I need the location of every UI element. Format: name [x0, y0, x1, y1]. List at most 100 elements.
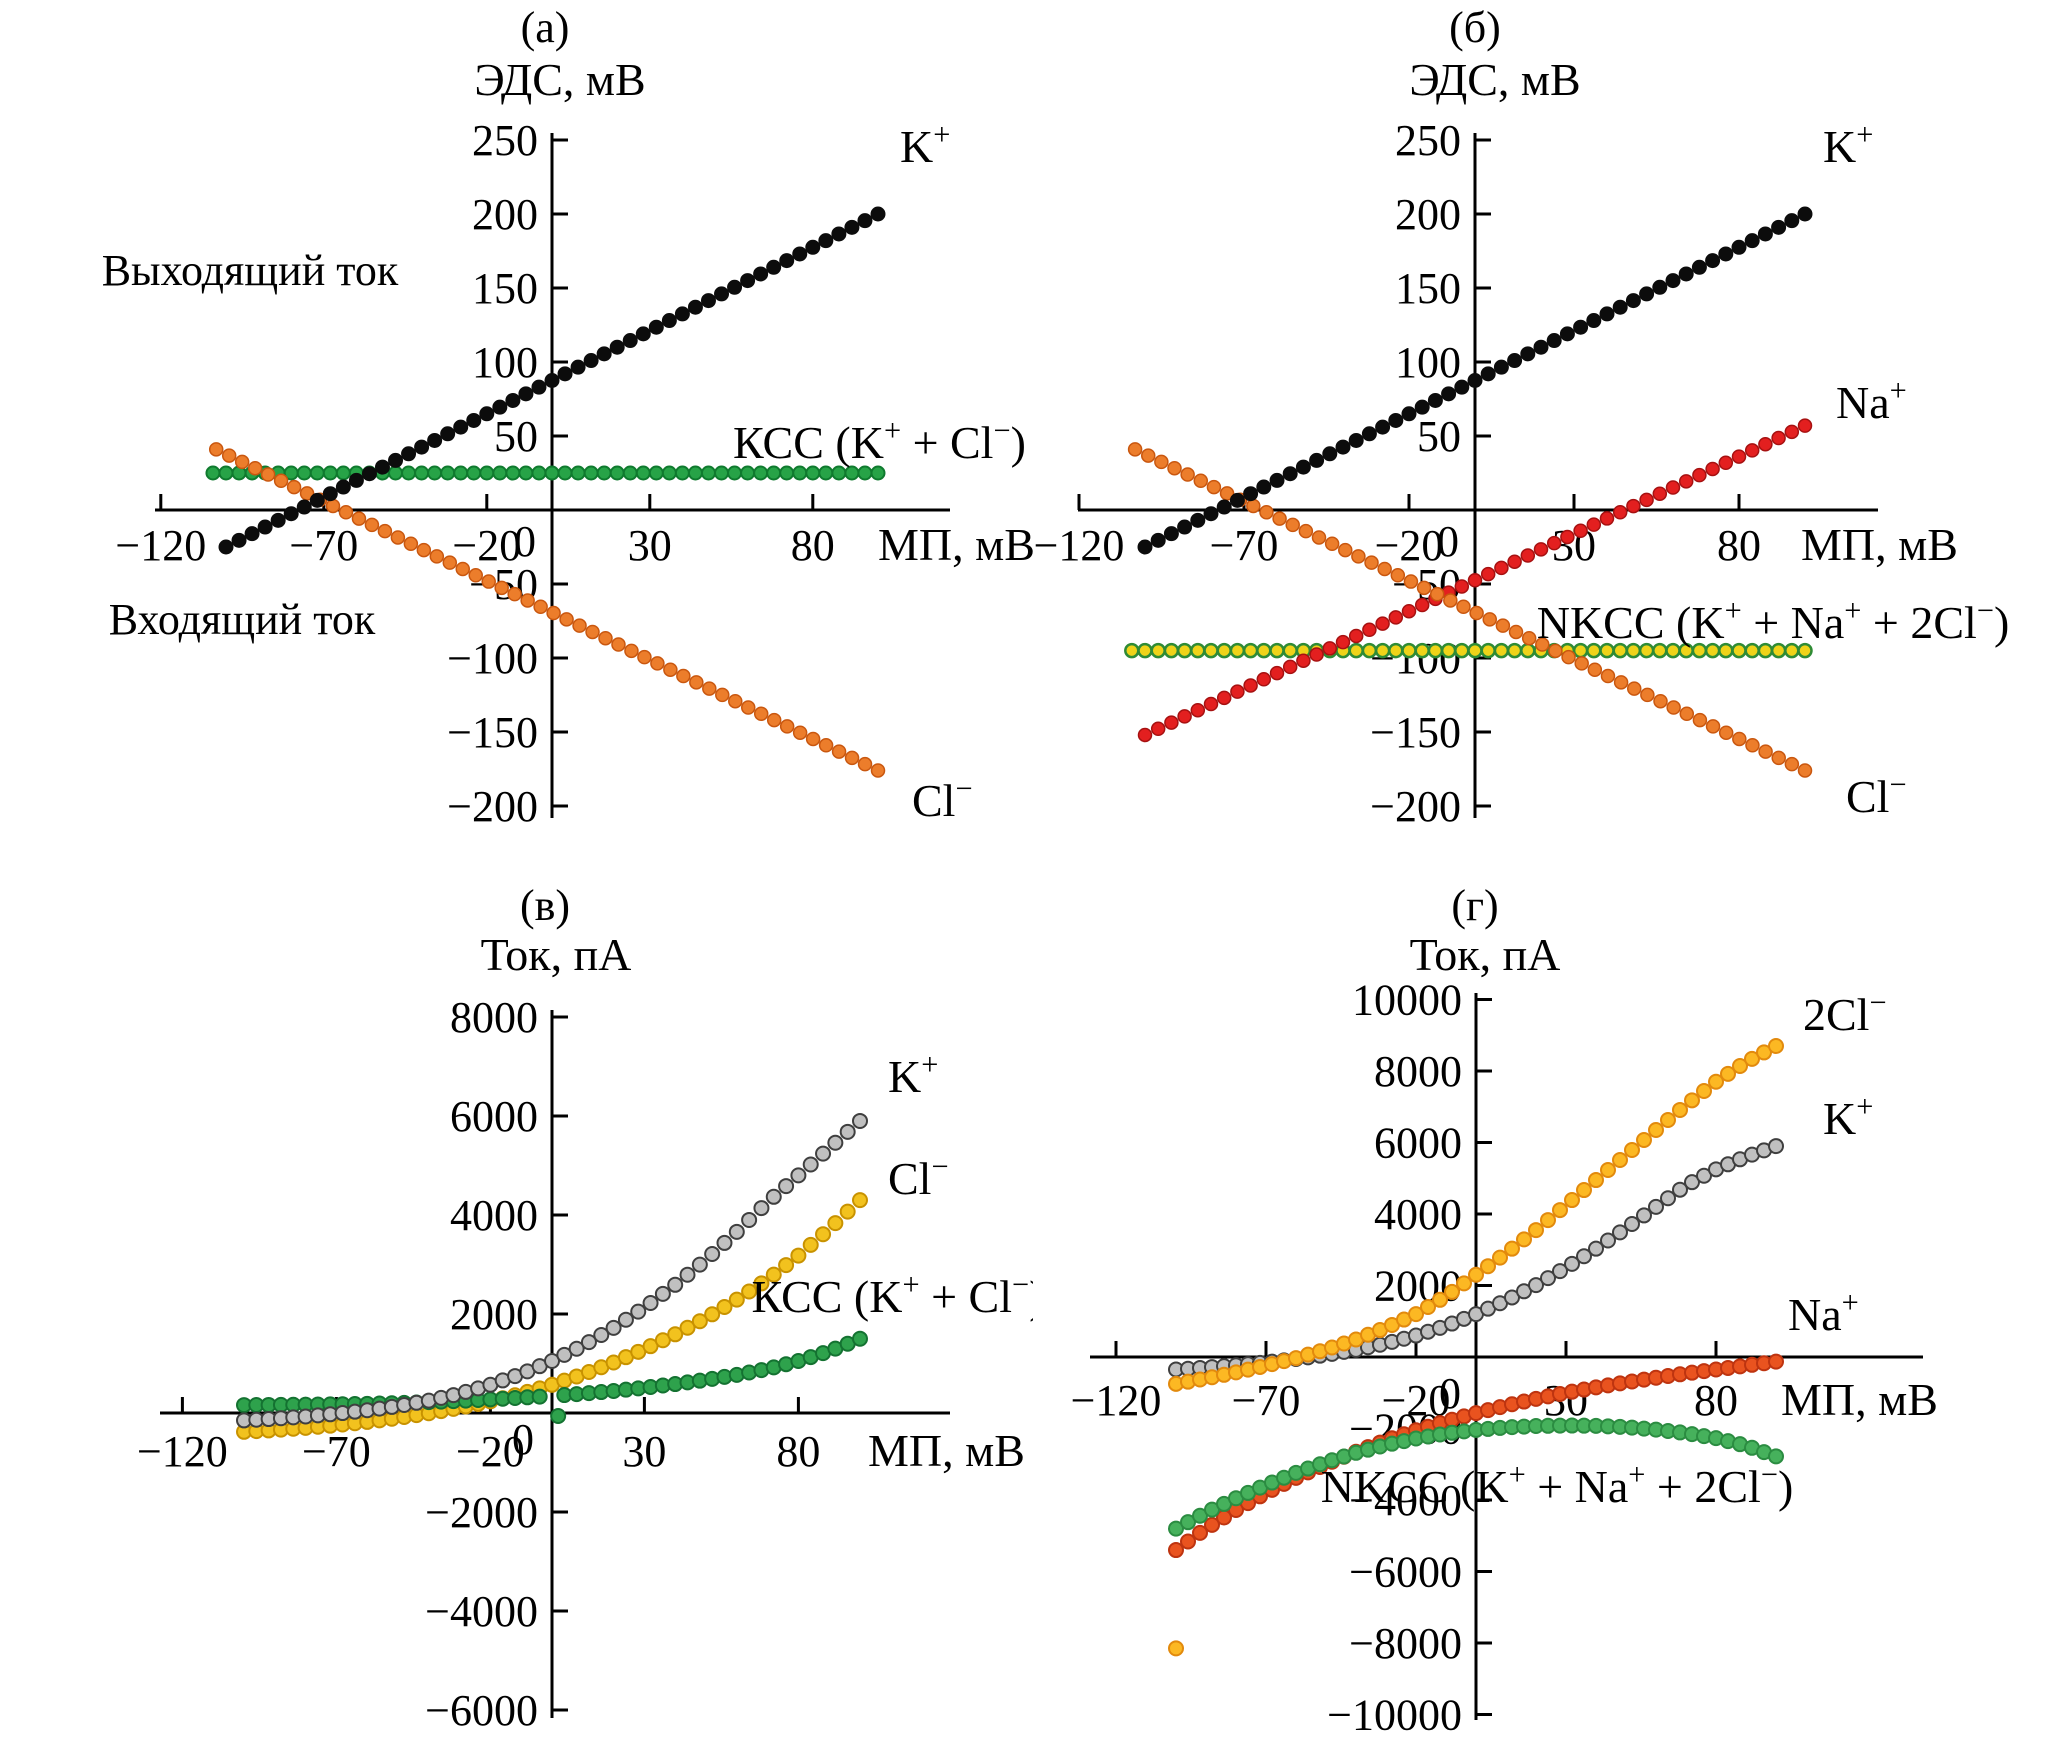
data-point — [1216, 499, 1232, 515]
data-point — [1573, 319, 1589, 335]
data-point — [716, 1298, 733, 1315]
y-tick-label: −4000 — [425, 1587, 538, 1636]
data-point — [1269, 472, 1285, 488]
data-point — [728, 1223, 745, 1240]
data-point — [1493, 359, 1509, 375]
data-point — [596, 346, 612, 362]
data-point — [531, 379, 547, 395]
data-point — [1576, 1182, 1592, 1199]
data-point — [1613, 675, 1629, 690]
data-point — [1546, 535, 1562, 551]
series-label-NKCC: NKCC (K+ + Na+ + 2Cl−) — [1321, 1458, 1794, 1512]
data-point — [1204, 1516, 1220, 1533]
y-tick-label: 150 — [472, 264, 538, 313]
data-point — [338, 505, 354, 520]
data-point — [779, 253, 795, 269]
data-point — [857, 465, 873, 481]
data-point — [1516, 1231, 1532, 1248]
y-tick-label: 6000 — [450, 1092, 538, 1141]
data-point — [1540, 1212, 1556, 1229]
data-point — [1612, 1152, 1628, 1169]
data-point — [1203, 506, 1219, 522]
data-point — [1163, 642, 1180, 659]
y-tick-label: 4000 — [1374, 1190, 1462, 1239]
series-label-NKCC: NKCC (K+ + Na+ + 2Cl−) — [1537, 594, 2010, 648]
data-point — [364, 517, 380, 533]
data-point — [505, 392, 521, 408]
data-point — [1375, 419, 1391, 435]
x-axis-title: МП, мВ — [1801, 519, 1958, 570]
series-label-Cl: Cl− — [1846, 768, 1907, 822]
data-point — [1731, 449, 1747, 464]
data-point — [1216, 642, 1232, 659]
y-tick-label: −6000 — [1349, 1548, 1462, 1597]
data-point — [1193, 473, 1209, 489]
data-point — [1246, 498, 1261, 514]
data-point — [1282, 659, 1298, 675]
data-point — [1256, 642, 1272, 659]
data-point — [792, 465, 808, 481]
data-point — [1390, 568, 1406, 583]
data-point — [593, 1326, 610, 1343]
data-point — [1493, 642, 1510, 659]
data-point — [650, 656, 665, 671]
data-point — [533, 599, 548, 615]
data-point — [1348, 628, 1364, 644]
data-point — [1588, 1240, 1604, 1257]
data-point — [1351, 549, 1366, 564]
x-axis-title: МП, мВ — [868, 1425, 1025, 1476]
series-NKCC (K+ + Na+ + 2Cl-) — [1168, 1417, 1784, 1537]
data-point — [1672, 1181, 1688, 1198]
data-point — [1230, 684, 1245, 699]
data-point — [1552, 1263, 1568, 1280]
data-point — [815, 1145, 832, 1162]
data-point — [1441, 386, 1457, 402]
data-point — [1625, 293, 1641, 309]
data-point — [1552, 1202, 1568, 1219]
data-point — [1705, 461, 1720, 477]
data-point — [609, 339, 625, 355]
data-point — [654, 1285, 671, 1302]
data-point — [818, 738, 834, 753]
data-point — [1403, 574, 1419, 589]
data-point — [663, 662, 678, 677]
data-point — [852, 1330, 868, 1347]
data-point — [1732, 1057, 1748, 1074]
data-point — [1168, 1542, 1184, 1559]
panel-title: (а) — [521, 3, 570, 52]
data-point — [361, 466, 377, 482]
data-point — [1784, 756, 1800, 772]
data-point — [1636, 1131, 1652, 1148]
data-point — [1768, 1448, 1784, 1465]
data-point — [635, 465, 651, 481]
data-point — [1528, 1222, 1544, 1239]
data-point — [1482, 612, 1498, 627]
data-point — [427, 432, 443, 448]
x-tick-label: −70 — [302, 1427, 371, 1476]
data-point — [778, 1178, 795, 1195]
panel-title: (б) — [1449, 3, 1501, 52]
data-point — [1757, 226, 1773, 242]
data-point — [805, 239, 821, 255]
y-axis-title: ЭДС, мВ — [1409, 54, 1580, 105]
data-point — [870, 763, 886, 778]
data-point — [1758, 744, 1773, 759]
data-point — [218, 465, 234, 481]
data-point — [260, 467, 276, 482]
data-point — [831, 465, 847, 481]
data-point — [1259, 505, 1274, 520]
y-tick-label: 250 — [472, 116, 538, 165]
x-tick-label: −120 — [1071, 1376, 1162, 1425]
series-label-Cl: Cl− — [888, 1150, 949, 1204]
data-point — [414, 439, 430, 455]
y-tick-label: −200 — [447, 782, 538, 831]
origin-zero-label: 0 — [1437, 517, 1459, 566]
data-point — [455, 561, 471, 577]
data-point — [827, 1134, 844, 1151]
data-point — [1480, 1258, 1496, 1275]
series-K+ — [1137, 206, 1813, 555]
data-point — [1229, 642, 1246, 659]
data-point — [1560, 529, 1575, 545]
data-point — [1467, 642, 1483, 659]
data-point — [270, 512, 286, 528]
